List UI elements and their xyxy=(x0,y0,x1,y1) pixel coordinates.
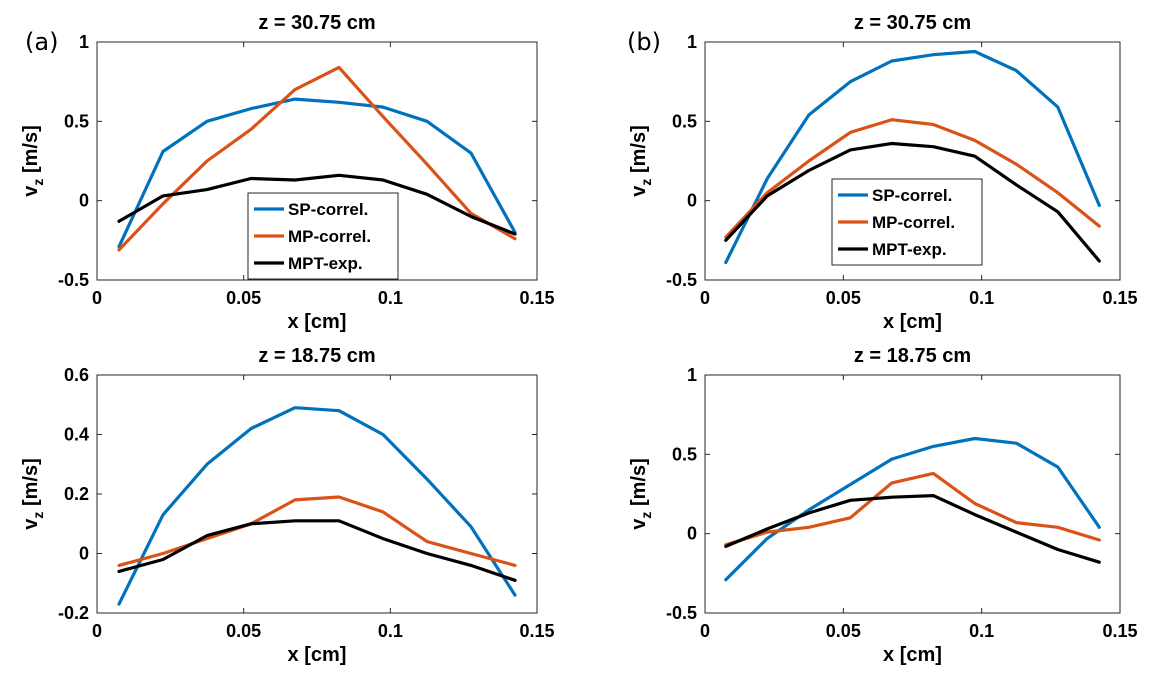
panel-2-xtick-label: 0.15 xyxy=(1102,288,1137,308)
panel-4-series-3-line xyxy=(724,494,1101,564)
panel-3-ytick-label: 0 xyxy=(79,544,89,564)
panel-3-title: z = 18.75 cm xyxy=(258,345,375,367)
panel-4-xtick-label: 0 xyxy=(700,621,710,641)
panel-label-a: (a) xyxy=(25,28,59,56)
panel-3-ylabel: vz [m/s] xyxy=(20,458,46,529)
panel-1-ytick-label: 0 xyxy=(79,191,89,211)
panel-2-ytick-label: 0.5 xyxy=(672,111,697,131)
panel-1-series-1-line xyxy=(117,97,517,249)
panel-3-xtick-label: 0.1 xyxy=(378,621,403,641)
panel-2-legend-label: MPT-exp. xyxy=(872,240,947,259)
panel-1-legend-label: SP-correl. xyxy=(288,200,368,219)
panel-4-ytick-label: -0.5 xyxy=(666,603,697,623)
panel-1-xtick-label: 0.05 xyxy=(226,288,261,308)
panel-4-series-2-line xyxy=(724,471,1101,547)
panel-2-series-1-line xyxy=(724,49,1101,265)
panel-3-series-3-line xyxy=(117,519,517,582)
panel-2-series-2-line xyxy=(724,118,1101,239)
panel-4-ytick-label: 0 xyxy=(687,524,697,544)
panel-2-xlabel: x [cm] xyxy=(883,311,942,333)
panel-4-ytick-label: 0.5 xyxy=(672,444,697,464)
panel-2-legend-label: SP-correl. xyxy=(872,186,952,205)
panel-3-xtick-label: 0 xyxy=(92,621,102,641)
panel-1-series-3-line xyxy=(117,173,517,236)
panel-2-title: z = 30.75 cm xyxy=(854,12,971,34)
panel-2-xtick-label: 0 xyxy=(700,288,710,308)
panel-1-ytick-label: 0.5 xyxy=(64,111,89,131)
panel-2-xtick-label: 0.05 xyxy=(826,288,861,308)
panel-3-series-1-line xyxy=(117,406,517,606)
panel-3-xtick-label: 0.05 xyxy=(226,621,261,641)
panel-4-title: z = 18.75 cm xyxy=(854,345,971,367)
panel-4-ylabel: vz [m/s] xyxy=(628,458,654,529)
panel-1-xtick-label: 0.15 xyxy=(519,288,554,308)
panel-4-xtick-label: 0.15 xyxy=(1102,621,1137,641)
panel-1-legend-label: MP-correl. xyxy=(288,227,371,246)
panel-4-axes-box xyxy=(704,374,1121,614)
panel-2-ytick-label: 0 xyxy=(687,191,697,211)
panel-3-xtick-label: 0.15 xyxy=(519,621,554,641)
panel-2-xtick-label: 0.1 xyxy=(969,288,994,308)
panel-3-ytick-label: 0.4 xyxy=(64,425,89,445)
panel-3-ytick-label: 0.2 xyxy=(64,484,89,504)
panel-1-legend-label: MPT-exp. xyxy=(288,254,363,273)
panel-1-ytick-label: -0.5 xyxy=(58,270,89,290)
panel-4-ytick-label: 1 xyxy=(687,365,697,385)
panel-1-xtick-label: 0 xyxy=(92,288,102,308)
panel-2-ylabel: vz [m/s] xyxy=(628,125,654,196)
panel-4-series-1-line xyxy=(724,436,1101,582)
panel-4-xtick-label: 0.05 xyxy=(826,621,861,641)
panel-1-title: z = 30.75 cm xyxy=(258,12,375,34)
panel-4-xlabel: x [cm] xyxy=(883,644,942,666)
panel-2-series-3-line xyxy=(724,141,1101,263)
panel-4-xtick-label: 0.1 xyxy=(969,621,994,641)
panel-1-xlabel: x [cm] xyxy=(288,311,347,333)
panel-3-ytick-label: -0.2 xyxy=(58,603,89,623)
panel-1-ytick-label: 1 xyxy=(79,32,89,52)
panel-2-ytick-label: -0.5 xyxy=(666,270,697,290)
panel-label-b: (b) xyxy=(627,28,661,56)
panel-2-legend-label: MP-correl. xyxy=(872,213,955,232)
panel-3-xlabel: x [cm] xyxy=(288,644,347,666)
panel-1-series-2-line xyxy=(117,65,517,252)
panel-1-ylabel: vz [m/s] xyxy=(20,125,46,196)
panel-3-ytick-label: 0.6 xyxy=(64,365,89,385)
panel-1-xtick-label: 0.1 xyxy=(378,288,403,308)
panel-2-ytick-label: 1 xyxy=(687,32,697,52)
panel-3-axes-box xyxy=(96,374,538,614)
